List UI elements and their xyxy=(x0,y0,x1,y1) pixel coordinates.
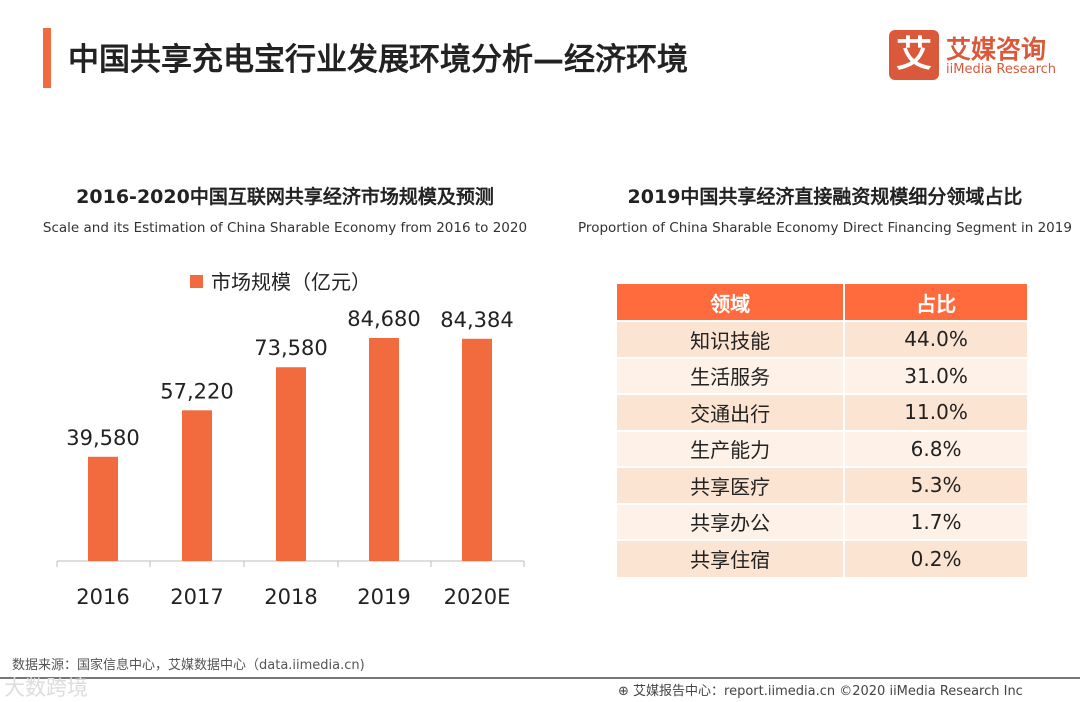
table-row: 交通出行 11.0% xyxy=(617,393,1029,431)
segment-table: 领域 占比 知识技能 44.0% 生活服务 31.0% 交通出行 11.0% 生产能力 6.8… xyxy=(617,284,1029,577)
table-subtitle: Proportion of China Sharable Economy Dir… xyxy=(578,220,1072,236)
x-tick-label: 2019 xyxy=(357,585,410,609)
domain-cell: 共享办公 xyxy=(617,502,846,540)
domain-cell: 交通出行 xyxy=(617,393,846,431)
table-title: 2019中国共享经济直接融资规模细分领域占比 xyxy=(627,186,1023,208)
data-label: 39,580 xyxy=(66,426,139,450)
logo-en: iiMedia Research xyxy=(946,62,1057,77)
share-cell: 31.0% xyxy=(844,356,1029,394)
column-header-share: 占比 xyxy=(844,284,1029,321)
x-tick-label: 2018 xyxy=(264,585,317,609)
footer-report: ⊕ 艾媒报告中心：report.iimedia.cn ©2020 iiMedia… xyxy=(618,680,1023,699)
bar xyxy=(182,410,212,561)
data-label: 84,680 xyxy=(347,307,420,331)
chart-subtitle: Scale and its Estimation of China Sharab… xyxy=(42,220,528,236)
bar xyxy=(276,367,306,561)
chart-legend: 市场规模（亿元） xyxy=(190,266,371,295)
table-row: 共享办公 1.7% xyxy=(617,502,1029,540)
domain-cell: 共享医疗 xyxy=(617,466,846,504)
x-tick-label: 2017 xyxy=(170,585,223,609)
chart-title: 2016-2020中国互联网共享经济市场规模及预测 xyxy=(76,186,494,208)
data-source: 数据来源：国家信息中心，艾媒数据中心（data.iimedia.cn) xyxy=(12,658,365,673)
legend-swatch xyxy=(190,275,203,288)
page-title: 中国共享充电宝行业发展环境分析—经济环境 xyxy=(68,42,688,78)
bar xyxy=(369,338,399,561)
footer-report-text: 艾媒报告中心：report.iimedia.cn ©2020 iiMedia R… xyxy=(633,684,1023,699)
column-header-domain: 领域 xyxy=(617,284,846,321)
table-row: 共享住宿 0.2% xyxy=(617,539,1029,577)
globe-icon: ⊕ xyxy=(618,684,634,699)
table-row: 生产能力 6.8% xyxy=(617,429,1029,467)
data-label: 84,384 xyxy=(440,308,513,332)
share-cell: 6.8% xyxy=(844,429,1029,467)
bar xyxy=(462,338,492,561)
bar xyxy=(88,456,118,561)
table-row: 知识技能 44.0% xyxy=(617,320,1029,358)
x-tick-label: 2016 xyxy=(76,585,129,609)
title-accent-bar xyxy=(43,28,51,88)
legend-label: 市场规模（亿元） xyxy=(211,270,371,294)
watermark: 大数跨境 xyxy=(4,676,88,700)
footer-divider xyxy=(0,677,1080,679)
share-cell: 1.7% xyxy=(844,502,1029,540)
data-label: 57,220 xyxy=(160,379,233,403)
share-cell: 5.3% xyxy=(844,466,1029,504)
share-cell: 0.2% xyxy=(844,539,1029,577)
logo-cn: 艾媒咨询 xyxy=(946,35,1047,64)
share-cell: 44.0% xyxy=(844,320,1029,358)
logo-icon: 艾 xyxy=(889,30,939,80)
domain-cell: 知识技能 xyxy=(617,320,846,358)
share-cell: 11.0% xyxy=(844,393,1029,431)
table-row: 共享医疗 5.3% xyxy=(617,466,1029,504)
data-label: 73,580 xyxy=(254,336,327,360)
domain-cell: 生产能力 xyxy=(617,429,846,467)
domain-cell: 生活服务 xyxy=(617,356,846,394)
table-row: 生活服务 31.0% xyxy=(617,356,1029,394)
bar-chart: 39,580 2016 57,220 2017 73,580 2018 84,680 2019… xyxy=(56,307,525,609)
domain-cell: 共享住宿 xyxy=(617,539,846,577)
x-tick-label: 2020E xyxy=(444,585,511,609)
